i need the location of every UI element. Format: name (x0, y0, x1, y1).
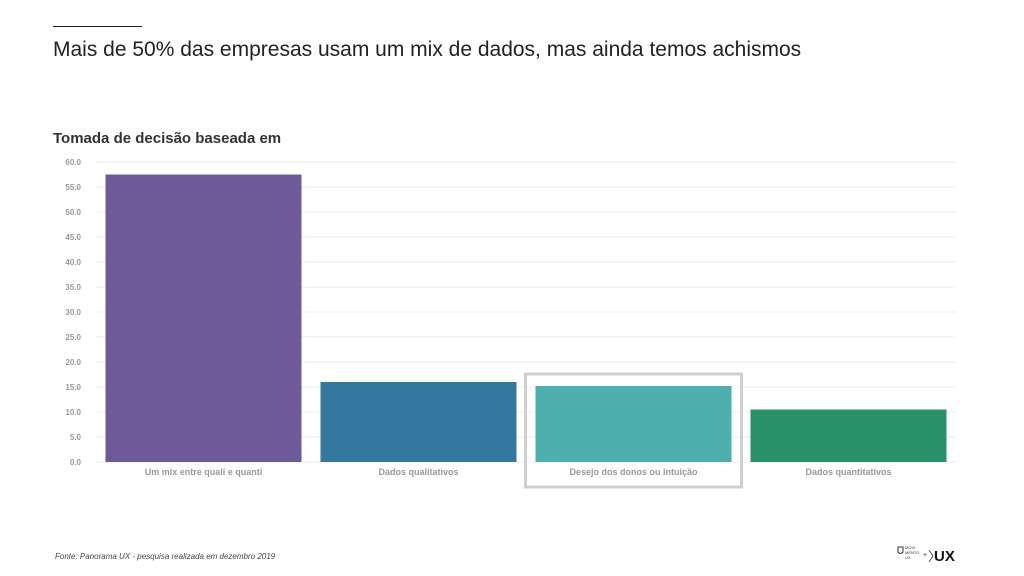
highlight-frame (524, 372, 743, 489)
x-tick-label: Dados qualitativos (378, 467, 458, 477)
y-tick-label: 5.0 (70, 433, 82, 442)
title-rule (53, 26, 142, 27)
y-tick-label: 20.0 (65, 358, 81, 367)
logo-text-1: MOVI (905, 545, 915, 550)
y-tick-label: 35.0 (65, 283, 81, 292)
bar (105, 174, 302, 462)
bar (535, 386, 732, 462)
chart-title: Tomada de decisão baseada em (53, 130, 282, 147)
x-tick-label: Um mix entre quali e quanti (145, 467, 263, 477)
y-tick-label: 40.0 (65, 258, 81, 267)
movimento-ux-logo: MOVI MENTO UX + UX (897, 545, 955, 564)
logo-plus: + (923, 552, 927, 559)
y-tick-label: 55.0 (65, 183, 81, 192)
logo-text-2: MENTO (905, 550, 919, 555)
logo-brand: UX (934, 548, 955, 564)
swoosh-icon (928, 549, 934, 563)
bar (750, 409, 947, 462)
y-tick-label: 30.0 (65, 308, 81, 317)
page-title: Mais de 50% das empresas usam um mix de … (53, 38, 802, 61)
y-tick-label: 50.0 (65, 208, 81, 217)
x-tick-label: Desejo dos donos ou intuição (569, 467, 698, 477)
logo-text-3: UX (905, 555, 911, 560)
x-tick-label: Dados quantitativos (805, 467, 891, 477)
y-tick-label: 45.0 (65, 233, 81, 242)
y-tick-label: 10.0 (65, 408, 81, 417)
y-tick-label: 25.0 (65, 333, 81, 342)
y-tick-label: 0.0 (70, 458, 82, 467)
y-tick-label: 15.0 (65, 383, 81, 392)
bar (320, 382, 517, 462)
source-footnote: Fonte: Panorama UX - pesquisa realizada … (55, 552, 276, 561)
y-tick-label: 60.0 (65, 158, 81, 167)
shield-icon (897, 546, 904, 554)
